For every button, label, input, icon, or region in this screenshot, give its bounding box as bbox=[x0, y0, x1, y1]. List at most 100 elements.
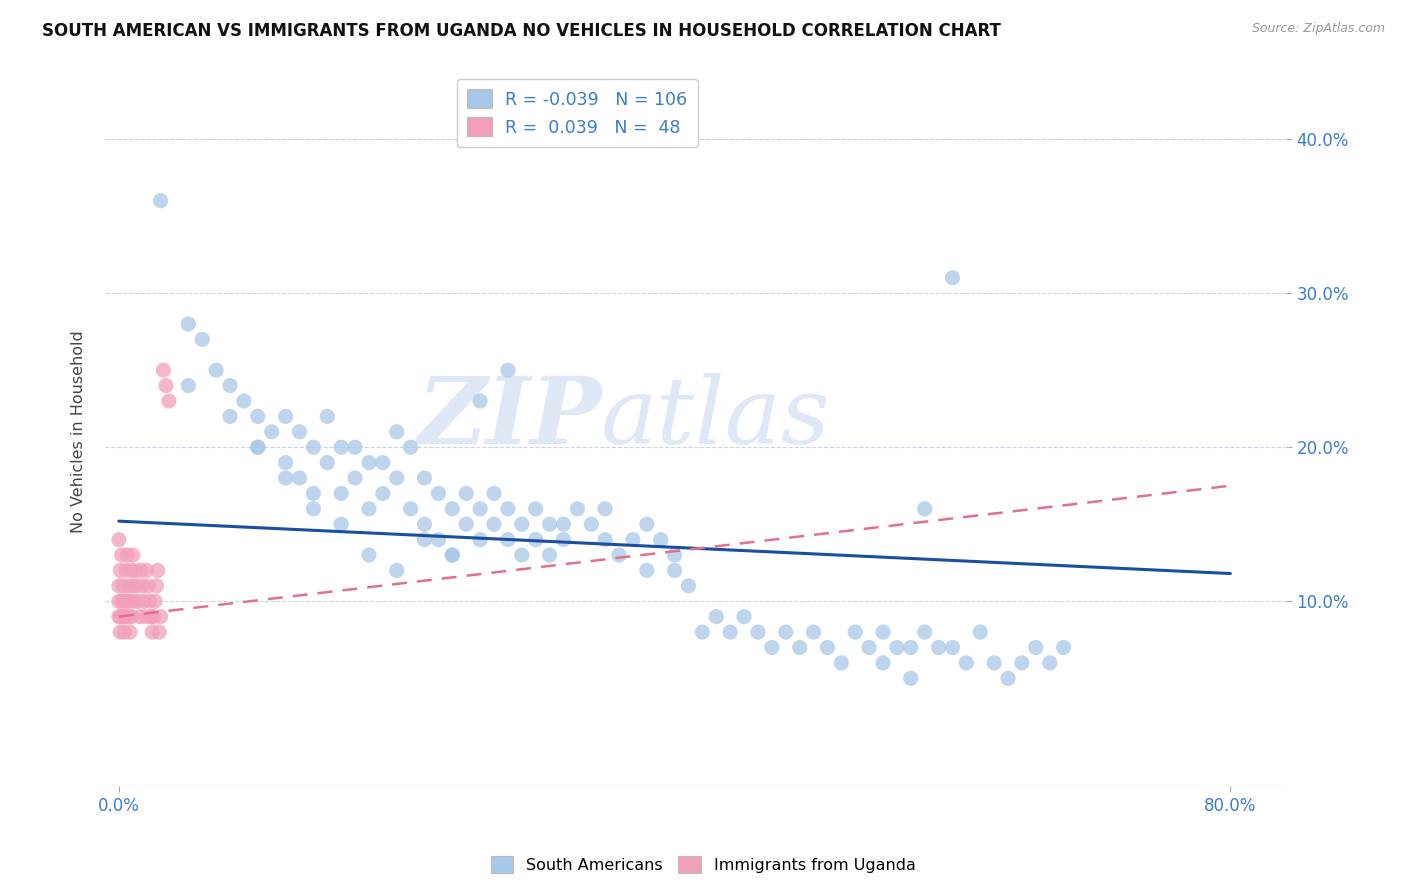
Point bbox=[219, 378, 242, 392]
Point bbox=[117, 609, 139, 624]
Legend: R = -0.039   N = 106, R =  0.039   N =  48: R = -0.039 N = 106, R = 0.039 N = 48 bbox=[457, 79, 697, 147]
Point bbox=[1011, 656, 1033, 670]
Point bbox=[138, 594, 160, 608]
Point bbox=[111, 548, 134, 562]
Point bbox=[112, 609, 135, 624]
Point bbox=[553, 533, 575, 547]
Point bbox=[524, 501, 547, 516]
Point bbox=[111, 594, 134, 608]
Point bbox=[344, 440, 367, 454]
Point bbox=[567, 501, 589, 516]
Point bbox=[969, 625, 991, 640]
Point bbox=[385, 425, 408, 439]
Point bbox=[636, 564, 658, 578]
Point bbox=[718, 625, 741, 640]
Point bbox=[775, 625, 797, 640]
Point bbox=[581, 517, 603, 532]
Point bbox=[155, 378, 177, 392]
Point bbox=[118, 625, 141, 640]
Point bbox=[205, 363, 228, 377]
Point bbox=[636, 517, 658, 532]
Point bbox=[124, 564, 146, 578]
Point bbox=[274, 409, 297, 424]
Point bbox=[316, 409, 339, 424]
Point bbox=[110, 609, 132, 624]
Point bbox=[427, 486, 450, 500]
Point bbox=[914, 625, 936, 640]
Point bbox=[538, 517, 561, 532]
Point bbox=[141, 625, 163, 640]
Point bbox=[136, 579, 159, 593]
Point bbox=[413, 517, 436, 532]
Point bbox=[135, 564, 157, 578]
Point bbox=[288, 425, 311, 439]
Point bbox=[872, 625, 894, 640]
Point bbox=[260, 425, 283, 439]
Point bbox=[789, 640, 811, 655]
Point bbox=[108, 609, 131, 624]
Point bbox=[143, 594, 166, 608]
Point bbox=[142, 609, 165, 624]
Point bbox=[357, 501, 380, 516]
Point bbox=[900, 640, 922, 655]
Point bbox=[131, 579, 153, 593]
Point bbox=[232, 394, 254, 409]
Point bbox=[496, 363, 519, 377]
Point bbox=[941, 270, 963, 285]
Point bbox=[129, 564, 152, 578]
Point bbox=[145, 579, 167, 593]
Point bbox=[900, 671, 922, 685]
Point bbox=[692, 625, 714, 640]
Point bbox=[399, 440, 422, 454]
Point bbox=[747, 625, 769, 640]
Point bbox=[330, 486, 353, 500]
Point bbox=[191, 332, 214, 346]
Point bbox=[274, 471, 297, 485]
Point bbox=[858, 640, 880, 655]
Point bbox=[914, 501, 936, 516]
Point bbox=[121, 579, 143, 593]
Point bbox=[117, 579, 139, 593]
Legend: South Americans, Immigrants from Uganda: South Americans, Immigrants from Uganda bbox=[484, 849, 922, 880]
Point bbox=[118, 594, 141, 608]
Text: SOUTH AMERICAN VS IMMIGRANTS FROM UGANDA NO VEHICLES IN HOUSEHOLD CORRELATION CH: SOUTH AMERICAN VS IMMIGRANTS FROM UGANDA… bbox=[42, 22, 1001, 40]
Point bbox=[110, 625, 132, 640]
Point bbox=[441, 548, 464, 562]
Point bbox=[955, 656, 977, 670]
Point bbox=[149, 609, 172, 624]
Point bbox=[371, 486, 394, 500]
Text: atlas: atlas bbox=[600, 373, 831, 463]
Point bbox=[246, 440, 269, 454]
Y-axis label: No Vehicles in Household: No Vehicles in Household bbox=[72, 330, 86, 533]
Point bbox=[139, 609, 162, 624]
Point bbox=[413, 533, 436, 547]
Point bbox=[344, 471, 367, 485]
Point bbox=[593, 501, 616, 516]
Point bbox=[1025, 640, 1047, 655]
Point bbox=[274, 456, 297, 470]
Point bbox=[733, 609, 755, 624]
Point bbox=[122, 594, 145, 608]
Point bbox=[510, 517, 533, 532]
Point bbox=[468, 501, 491, 516]
Point bbox=[112, 579, 135, 593]
Point bbox=[441, 501, 464, 516]
Point bbox=[1039, 656, 1062, 670]
Point bbox=[399, 501, 422, 516]
Point bbox=[302, 486, 325, 500]
Point bbox=[385, 471, 408, 485]
Point bbox=[441, 548, 464, 562]
Text: Source: ZipAtlas.com: Source: ZipAtlas.com bbox=[1251, 22, 1385, 36]
Point bbox=[538, 548, 561, 562]
Point bbox=[302, 501, 325, 516]
Point bbox=[177, 317, 200, 331]
Point bbox=[983, 656, 1005, 670]
Point bbox=[108, 594, 131, 608]
Point bbox=[886, 640, 908, 655]
Point bbox=[302, 440, 325, 454]
Point bbox=[844, 625, 866, 640]
Point bbox=[114, 609, 136, 624]
Point bbox=[120, 564, 142, 578]
Point bbox=[830, 656, 852, 670]
Point bbox=[607, 548, 630, 562]
